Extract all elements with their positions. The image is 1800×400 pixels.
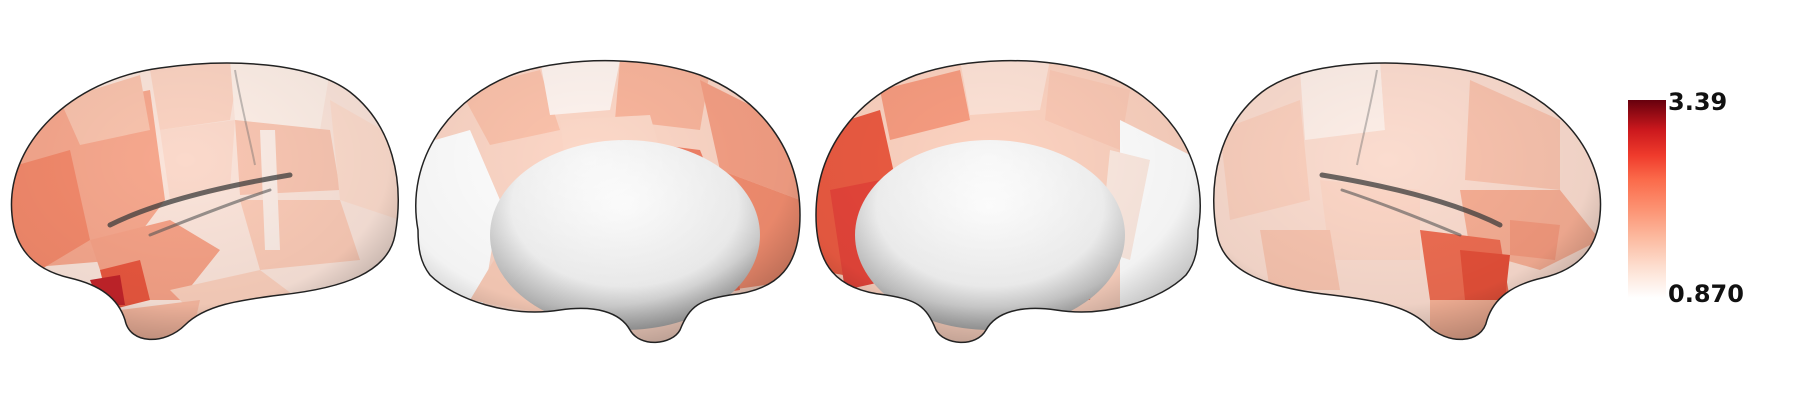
right-medial-view [815, 59, 1201, 344]
left-medial-view [415, 59, 801, 344]
colorbar-gradient [1628, 100, 1666, 298]
right-lateral-view [1213, 62, 1602, 341]
left-lateral-view [10, 62, 399, 341]
colorbar [1628, 100, 1666, 298]
colorbar-min-label: 0.870 [1668, 280, 1744, 308]
colorbar-max-label: 3.39 [1668, 88, 1728, 116]
